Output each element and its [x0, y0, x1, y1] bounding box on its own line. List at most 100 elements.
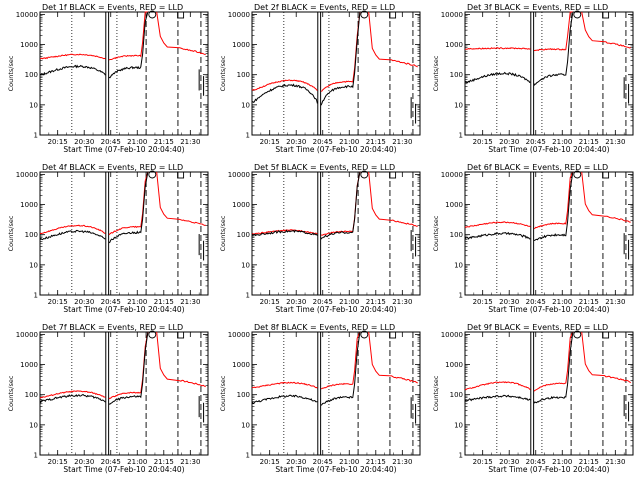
- saa-circle-marker: [573, 170, 582, 179]
- x-tick-label: 20:30: [286, 138, 306, 146]
- y-tick-label: 1000: [232, 201, 250, 209]
- x-tick-label: 21:15: [579, 138, 599, 146]
- y-axis-label: Counts/sec: [7, 215, 15, 251]
- x-tick-label: 20:30: [74, 138, 94, 146]
- plot-frame: [251, 331, 421, 456]
- x-axis-label: Start Time (07-Feb-10 20:04:40): [63, 465, 184, 474]
- events-series-pre: [39, 229, 106, 241]
- lld-series-pre: [251, 229, 318, 235]
- lld-series-post: [368, 331, 418, 384]
- x-tick-label: 21:30: [392, 298, 412, 306]
- y-tick-label: 1: [34, 132, 38, 140]
- events-series-mid: [108, 171, 149, 244]
- lld-series-post: [156, 331, 206, 388]
- saa-circle-marker: [360, 170, 369, 179]
- x-tick-label: 20:15: [260, 138, 280, 146]
- x-tick-label: 21:00: [339, 458, 359, 466]
- panel-det-5: Det 5f BLACK = Events, RED = LLD 1 10 100 10…: [219, 163, 421, 314]
- plot-frame: [251, 11, 421, 136]
- y-tick-label: 1000: [445, 361, 463, 369]
- square-marker: [602, 11, 610, 19]
- y-tick-label: 1000: [445, 41, 463, 49]
- y-tick-label: 1: [246, 132, 250, 140]
- lld-series-post: [581, 171, 631, 223]
- y-axis-label: Counts/sec: [219, 55, 227, 91]
- panel-title: Det 4f BLACK = Events, RED = LLD: [42, 163, 183, 172]
- lld-series-mid: [108, 331, 149, 400]
- lld-series-post: [156, 171, 206, 226]
- lld-series-mid: [108, 11, 148, 61]
- y-tick-label: 10000: [228, 11, 250, 19]
- lld-series-post: [156, 11, 206, 56]
- y-tick-label: 1000: [232, 41, 250, 49]
- y-tick-label: 10: [454, 101, 463, 109]
- x-tick-label: 20:45: [313, 458, 333, 466]
- panel-title: Det 7f BLACK = Events, RED = LLD: [42, 323, 183, 332]
- panel-title: Det 6f BLACK = Events, RED = LLD: [467, 163, 608, 172]
- panel-title: Det 2f BLACK = Events, RED = LLD: [254, 3, 395, 12]
- x-tick-label: 21:00: [552, 298, 572, 306]
- x-tick-label: 21:00: [127, 458, 147, 466]
- square-marker: [602, 171, 610, 179]
- y-tick-label: 10000: [441, 331, 463, 339]
- events-series-mid: [320, 171, 361, 240]
- y-tick-label: 100: [25, 231, 38, 239]
- y-axis-label: Counts/sec: [432, 375, 440, 411]
- events-series-pre: [251, 229, 318, 237]
- y-tick-label: 10: [29, 101, 38, 109]
- x-tick-label: 21:00: [127, 298, 147, 306]
- y-tick-label: 10: [454, 261, 463, 269]
- square-marker: [177, 331, 185, 339]
- lld-series-mid: [320, 171, 361, 236]
- saa-circle-marker: [360, 10, 369, 19]
- x-tick-label: 20:45: [313, 138, 333, 146]
- panel-det-8: Det 8f BLACK = Events, RED = LLD 1 10 100 10…: [219, 323, 421, 474]
- x-tick-label: 20:15: [473, 298, 493, 306]
- y-tick-label: 100: [25, 391, 38, 399]
- events-series-pre: [464, 394, 531, 402]
- lld-series-mid: [320, 331, 361, 390]
- x-tick-label: 21:15: [366, 298, 386, 306]
- lld-series-pre: [464, 221, 531, 228]
- x-tick-label: 21:15: [154, 458, 174, 466]
- lld-series-pre: [464, 47, 531, 50]
- y-tick-label: 1000: [232, 361, 250, 369]
- x-tick-label: 20:45: [101, 298, 121, 306]
- y-tick-label: 10000: [441, 11, 463, 19]
- events-series-mid: [533, 11, 574, 86]
- panel-det-4: Det 4f BLACK = Events, RED = LLD 1 10 100 10…: [7, 163, 209, 314]
- x-tick-label: 21:15: [579, 458, 599, 466]
- plot-frame: [39, 331, 209, 456]
- x-tick-label: 21:30: [392, 458, 412, 466]
- square-marker: [389, 331, 397, 339]
- lld-series-post: [368, 171, 418, 227]
- panel-title: Det 9f BLACK = Events, RED = LLD: [467, 323, 608, 332]
- lld-series-mid: [533, 331, 574, 392]
- lld-series-pre: [39, 390, 106, 399]
- lld-series-mid: [533, 11, 573, 52]
- x-tick-label: 20:45: [101, 138, 121, 146]
- y-tick-label: 1000: [20, 41, 38, 49]
- plot-frame: [464, 11, 634, 136]
- panel-title: Det 8f BLACK = Events, RED = LLD: [254, 323, 395, 332]
- events-series-pre: [39, 64, 106, 76]
- y-tick-label: 1: [459, 452, 463, 460]
- lld-series-pre: [251, 79, 318, 91]
- y-tick-label: 1: [246, 292, 250, 300]
- x-tick-label: 21:00: [339, 138, 359, 146]
- x-tick-label: 21:30: [180, 458, 200, 466]
- plot-frame: [464, 171, 634, 296]
- saa-circle-marker: [148, 10, 157, 19]
- y-tick-label: 10: [241, 101, 250, 109]
- y-axis-label: Counts/sec: [432, 55, 440, 91]
- square-marker: [389, 11, 397, 19]
- plot-frame: [464, 331, 634, 456]
- x-tick-label: 20:45: [101, 458, 121, 466]
- x-axis-label: Start Time (07-Feb-10 20:04:40): [63, 145, 184, 154]
- x-tick-label: 21:30: [180, 138, 200, 146]
- x-tick-label: 20:15: [260, 458, 280, 466]
- y-tick-label: 10000: [441, 171, 463, 179]
- events-series-pre: [39, 394, 106, 404]
- x-tick-label: 20:45: [526, 458, 546, 466]
- events-series-mid: [108, 11, 149, 79]
